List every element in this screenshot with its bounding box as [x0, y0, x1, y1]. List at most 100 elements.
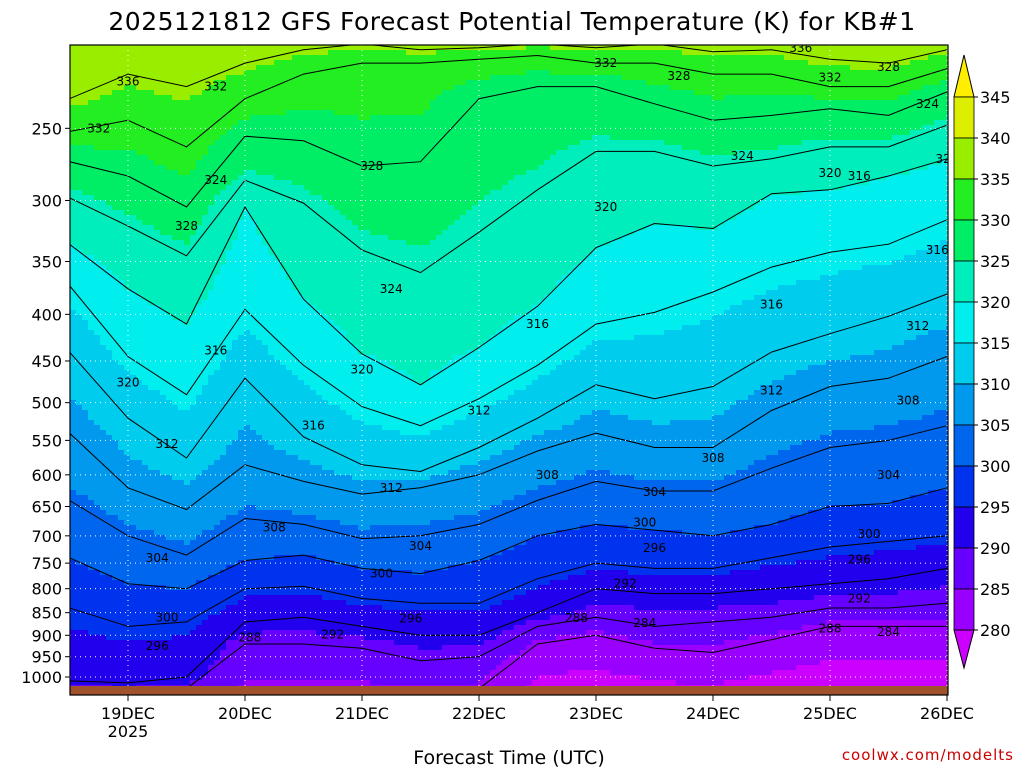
field-cell	[826, 60, 833, 66]
field-cell	[922, 60, 929, 66]
field-cell	[178, 210, 185, 216]
field-cell	[832, 150, 839, 156]
field-cell	[562, 170, 569, 176]
field-cell	[292, 45, 299, 51]
field-cell	[712, 135, 719, 141]
field-cell	[376, 180, 383, 186]
field-cell	[514, 95, 521, 101]
field-cell	[118, 80, 125, 86]
field-cell	[568, 135, 575, 141]
field-cell	[286, 210, 293, 216]
field-cell	[646, 100, 653, 106]
field-cell	[874, 145, 881, 151]
field-cell	[748, 80, 755, 86]
field-cell	[946, 115, 948, 121]
field-cell	[340, 175, 347, 181]
field-cell	[292, 90, 299, 96]
field-cell	[286, 45, 293, 51]
field-cell	[106, 90, 113, 96]
field-cell	[730, 140, 737, 146]
field-cell	[88, 65, 95, 71]
field-cell	[448, 60, 455, 66]
field-cell	[688, 65, 695, 71]
field-cell	[910, 75, 917, 81]
field-cell	[340, 200, 347, 206]
field-cell	[268, 160, 275, 166]
field-cell	[730, 175, 737, 181]
field-cell	[718, 130, 725, 136]
field-cell	[310, 90, 317, 96]
field-cell	[850, 115, 857, 121]
field-cell	[676, 45, 683, 51]
field-cell	[640, 45, 647, 51]
field-cell	[754, 120, 761, 126]
field-cell	[316, 150, 323, 156]
field-cell	[94, 80, 101, 86]
field-cell	[592, 70, 599, 76]
field-cell	[586, 120, 593, 126]
field-cell	[178, 45, 185, 51]
field-cell	[478, 190, 485, 196]
field-cell	[862, 105, 869, 111]
field-cell	[214, 170, 221, 176]
field-cell	[700, 120, 707, 126]
field-cell	[532, 135, 539, 141]
field-cell	[556, 210, 563, 216]
field-cell	[388, 90, 395, 96]
field-cell	[712, 90, 719, 96]
field-cell	[622, 160, 629, 166]
field-cell	[646, 200, 653, 206]
field-cell	[808, 95, 815, 101]
field-cell	[76, 190, 83, 196]
field-cell	[886, 195, 893, 201]
field-cell	[748, 210, 755, 216]
field-cell	[934, 135, 941, 141]
field-cell	[208, 140, 215, 146]
field-cell	[784, 195, 791, 201]
field-cell	[772, 145, 779, 151]
field-cell	[238, 110, 245, 116]
field-cell	[904, 160, 911, 166]
field-cell	[478, 140, 485, 146]
field-cell	[766, 100, 773, 106]
field-cell	[874, 45, 881, 51]
field-cell	[304, 200, 311, 206]
field-cell	[484, 50, 491, 56]
field-cell	[562, 50, 569, 56]
field-cell	[718, 170, 725, 176]
field-cell	[76, 95, 83, 101]
field-cell	[526, 155, 533, 161]
field-cell	[202, 155, 209, 161]
field-cell	[694, 130, 701, 136]
field-cell	[724, 185, 731, 191]
field-cell	[274, 175, 281, 181]
field-cell	[472, 200, 479, 206]
field-cell	[916, 175, 923, 181]
field-cell	[910, 95, 917, 101]
field-cell	[754, 165, 761, 171]
field-cell	[664, 50, 671, 56]
field-cell	[106, 100, 113, 106]
field-cell	[430, 60, 437, 66]
field-cell	[802, 50, 809, 56]
field-cell	[796, 65, 803, 71]
field-cell	[712, 200, 719, 206]
field-cell	[598, 205, 605, 211]
field-cell	[904, 165, 911, 171]
field-cell	[196, 170, 203, 176]
field-cell	[478, 180, 485, 186]
field-cell	[610, 80, 617, 86]
field-cell	[166, 145, 173, 151]
field-cell	[142, 150, 149, 156]
field-cell	[898, 165, 905, 171]
field-cell	[172, 85, 179, 91]
field-cell	[526, 80, 533, 86]
field-cell	[184, 170, 191, 176]
field-cell	[136, 60, 143, 66]
field-cell	[940, 80, 947, 86]
field-cell	[940, 130, 947, 136]
field-cell	[784, 135, 791, 141]
field-cell	[502, 155, 509, 161]
field-cell	[166, 165, 173, 171]
field-cell	[706, 75, 713, 81]
